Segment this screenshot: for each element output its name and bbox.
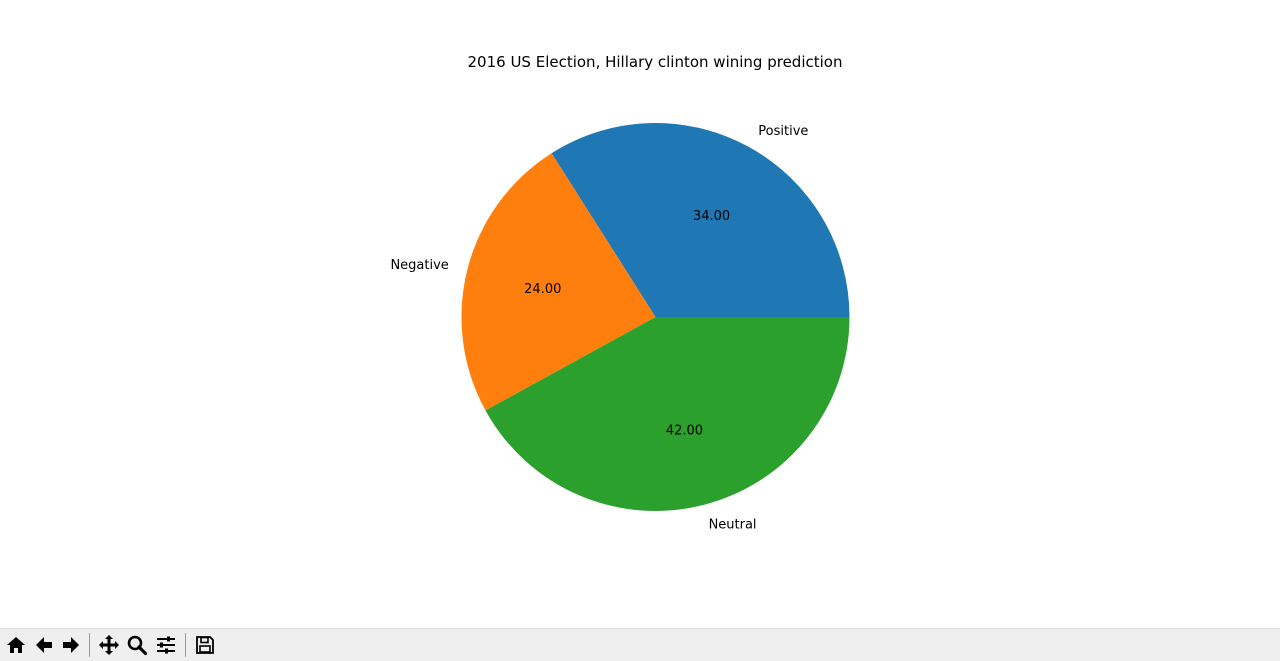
forward-arrow-icon xyxy=(62,637,79,653)
navigation-toolbar xyxy=(0,628,1280,661)
save-button[interactable] xyxy=(192,632,217,658)
pie-chart: 2016 US Election, Hillary clinton wining… xyxy=(390,53,850,533)
zoom-button[interactable] xyxy=(124,632,149,658)
pie-labels: 34.00 Positive 24.00 Negative 42.00 Neutral xyxy=(390,124,808,533)
pie-slice-neutral xyxy=(485,317,850,511)
forward-button[interactable] xyxy=(58,632,83,658)
chart-title: 2016 US Election, Hillary clinton wining… xyxy=(468,53,843,71)
home-button[interactable] xyxy=(3,632,28,658)
slice-category-label: Neutral xyxy=(709,518,757,533)
zoom-icon xyxy=(127,635,147,656)
home-icon xyxy=(6,637,25,653)
slice-value-label: 24.00 xyxy=(524,282,561,297)
slice-category-label: Negative xyxy=(390,258,448,273)
pie-slices xyxy=(461,123,850,511)
save-icon xyxy=(195,636,214,654)
pie-slice-positive xyxy=(551,123,850,318)
slice-value-label: 42.00 xyxy=(666,424,703,439)
configure-subplots-icon xyxy=(156,636,175,654)
slice-category-label: Positive xyxy=(758,124,808,139)
figure-canvas: 2016 US Election, Hillary clinton wining… xyxy=(390,53,850,533)
pan-button[interactable] xyxy=(96,632,121,658)
back-button[interactable] xyxy=(31,632,56,658)
toolbar-separator xyxy=(89,633,90,657)
toolbar-separator xyxy=(185,633,186,657)
back-arrow-icon xyxy=(35,637,52,653)
slice-value-label: 34.00 xyxy=(693,209,730,224)
pan-icon xyxy=(98,635,119,655)
pie-slice-negative xyxy=(461,153,656,411)
configure-subplots-button[interactable] xyxy=(153,632,178,658)
